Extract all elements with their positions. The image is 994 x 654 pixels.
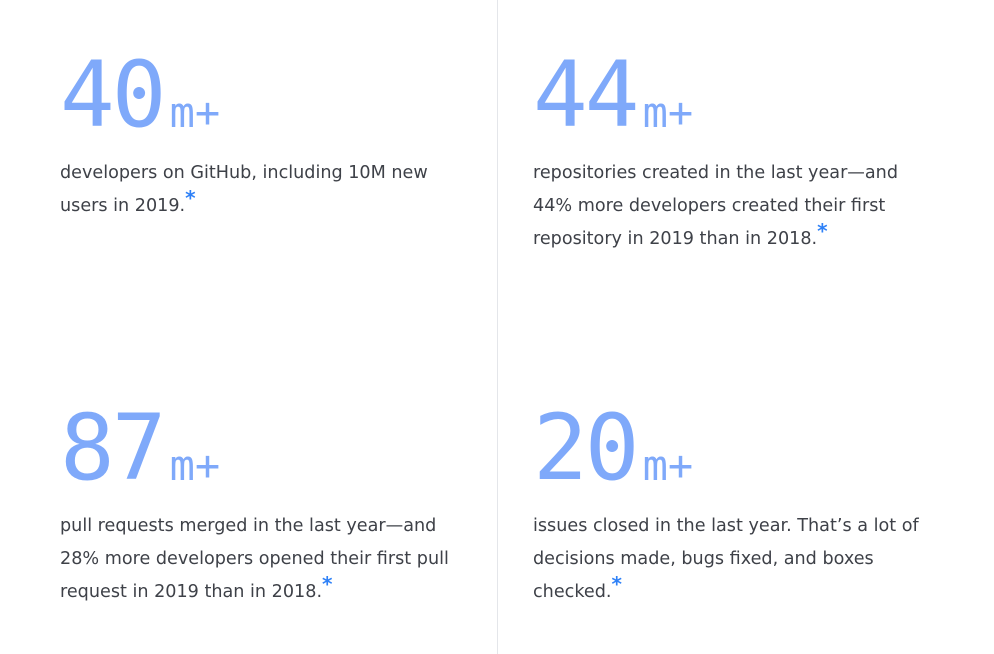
stat-description: pull requests merged in the last year—an… [60,510,465,609]
stat-description-text: developers on GitHub, including 10M new … [60,163,428,216]
stat-number: 20 [533,396,640,501]
footnote-link[interactable]: * [611,572,622,596]
footnote-link[interactable]: * [185,186,196,210]
stat-number: 44 [533,43,640,148]
column-divider [497,0,498,654]
stat-repositories: 44 m+ repositories created in the last ye… [533,48,953,274]
stat-description: repositories created in the last year—an… [533,157,938,256]
stat-description: issues closed in the last year. That’s a… [533,510,938,609]
stat-number: 40 [60,43,167,148]
stat-figure: 44 m+ [533,48,953,144]
stat-description: developers on GitHub, including 10M new … [60,157,465,223]
stat-unit: m+ [642,88,694,137]
stat-description-text: repositories created in the last year—an… [533,163,899,249]
stat-issues: 20 m+ issues closed in the last year. Tha… [533,401,953,627]
stat-developers: 40 m+ developers on GitHub, including 10M… [60,48,480,241]
stat-description-text: issues closed in the last year. That’s a… [533,516,919,602]
stat-description-text: pull requests merged in the last year—an… [60,516,449,602]
stat-figure: 20 m+ [533,401,953,497]
footnote-link[interactable]: * [817,219,828,243]
stat-pull-requests: 87 m+ pull requests merged in the last ye… [60,401,480,627]
footnote-link[interactable]: * [322,572,333,596]
stat-figure: 87 m+ [60,401,480,497]
stat-unit: m+ [169,88,221,137]
stat-unit: m+ [642,441,694,490]
stat-unit: m+ [169,441,221,490]
stat-number: 87 [60,396,167,501]
stat-figure: 40 m+ [60,48,480,144]
